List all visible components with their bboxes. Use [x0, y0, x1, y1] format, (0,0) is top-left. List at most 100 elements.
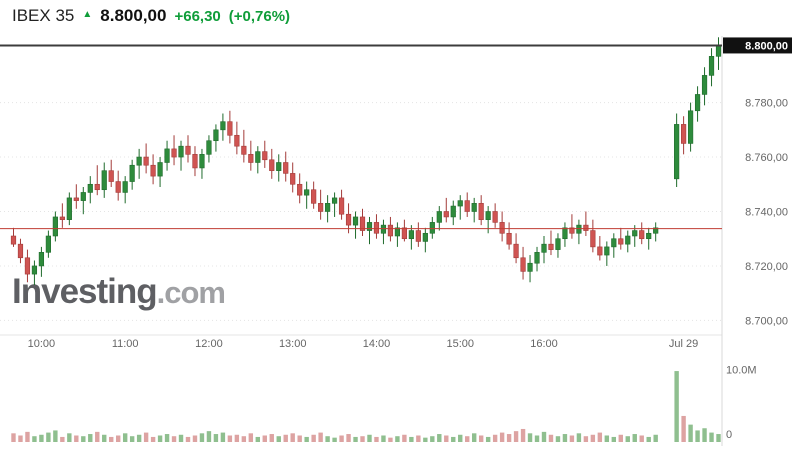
- volume-bar: [150, 436, 156, 442]
- volume-bar: [478, 435, 484, 442]
- candle: [66, 197, 72, 220]
- x-axis-label: 14:00: [363, 338, 391, 350]
- volume-bar: [423, 437, 428, 442]
- candle: [227, 121, 233, 136]
- volume-bar: [241, 436, 247, 442]
- candle: [164, 148, 170, 163]
- last-price: 8.800,00: [100, 6, 167, 25]
- last-price-tag-label: 8.800,00: [745, 40, 788, 52]
- candle: [359, 216, 366, 231]
- candle: [38, 252, 45, 267]
- volume-bar: [74, 435, 79, 442]
- logo-suffix: .com: [156, 275, 226, 310]
- volume-bar: [220, 432, 226, 442]
- volume-bar: [32, 436, 37, 442]
- volume-bar: [527, 433, 533, 442]
- volume-bar: [506, 434, 512, 442]
- volume-bar: [332, 437, 337, 442]
- volume-bar: [143, 432, 149, 442]
- candle: [429, 222, 435, 234]
- candle: [639, 230, 645, 240]
- x-axis-label: 13:00: [279, 338, 307, 350]
- candle: [604, 246, 610, 256]
- candle: [583, 224, 589, 231]
- candle: [136, 156, 142, 166]
- volume-bar: [297, 435, 302, 442]
- candle: [646, 232, 652, 240]
- volume-bar: [304, 436, 309, 442]
- volume-bar: [157, 435, 163, 442]
- volume-bar: [164, 434, 170, 442]
- candle: [548, 243, 554, 250]
- volume-bar: [346, 434, 351, 442]
- candle: [534, 252, 540, 264]
- candle: [171, 148, 177, 158]
- candle: [478, 203, 484, 220]
- candle: [304, 189, 310, 196]
- volume-bar: [290, 433, 295, 442]
- candle: [408, 230, 414, 240]
- volume-bar: [95, 431, 100, 442]
- volume-bar: [283, 434, 288, 442]
- volume-bar: [471, 433, 477, 442]
- candle: [632, 230, 638, 237]
- volume-bar: [318, 432, 323, 442]
- candle: [73, 197, 79, 201]
- volume-bar: [499, 432, 505, 442]
- volume-bar: [360, 436, 365, 442]
- volume-bar: [562, 434, 568, 442]
- candle: [415, 230, 421, 242]
- volume-bar: [569, 435, 575, 442]
- volume-bar: [681, 415, 686, 442]
- instrument-name: IBEX 35: [12, 6, 75, 25]
- volume-bar: [674, 371, 679, 442]
- volume-bar: [234, 434, 240, 442]
- volume-bar: [381, 435, 386, 442]
- last-price-tag: [723, 37, 792, 54]
- volume-bar: [388, 437, 393, 442]
- volume-bar: [11, 433, 16, 442]
- volume-bar: [67, 433, 72, 442]
- candle: [681, 124, 687, 144]
- volume-bar: [206, 431, 212, 442]
- candle: [611, 238, 617, 248]
- price-change-percent: (+0,76%): [228, 8, 291, 25]
- candle: [715, 45, 722, 57]
- candle: [283, 162, 289, 174]
- candle: [185, 145, 191, 155]
- volume-bar: [451, 436, 456, 442]
- volume-bar: [695, 430, 700, 442]
- volume-bar: [171, 436, 177, 442]
- candle: [527, 262, 533, 272]
- x-axis-label: 15:00: [446, 338, 474, 350]
- investing-logo: Investing.com: [12, 272, 226, 312]
- candle: [464, 200, 470, 212]
- y-axis-label: 8.700,00: [745, 315, 788, 327]
- candle: [17, 243, 24, 259]
- volume-bar: [409, 436, 414, 442]
- candle: [687, 110, 694, 144]
- candle: [59, 216, 65, 220]
- candle: [108, 170, 114, 182]
- volume-bar: [178, 434, 184, 442]
- candle: [269, 159, 275, 171]
- candle: [150, 164, 156, 177]
- volume-bar: [185, 436, 191, 442]
- x-axis-label: 10:00: [28, 338, 56, 350]
- volume-bar: [416, 435, 421, 442]
- candle: [373, 222, 380, 234]
- volume-bar: [46, 432, 51, 442]
- candle: [10, 235, 17, 245]
- candle: [520, 257, 526, 272]
- candle: [80, 192, 86, 201]
- volume-bar: [255, 436, 261, 442]
- candle: [471, 203, 477, 212]
- candle: [192, 154, 198, 169]
- volume-bar: [520, 428, 526, 442]
- candle: [311, 189, 317, 204]
- candle: [94, 183, 100, 191]
- volume-bar: [115, 435, 121, 442]
- y-axis-label: 8.760,00: [745, 152, 788, 164]
